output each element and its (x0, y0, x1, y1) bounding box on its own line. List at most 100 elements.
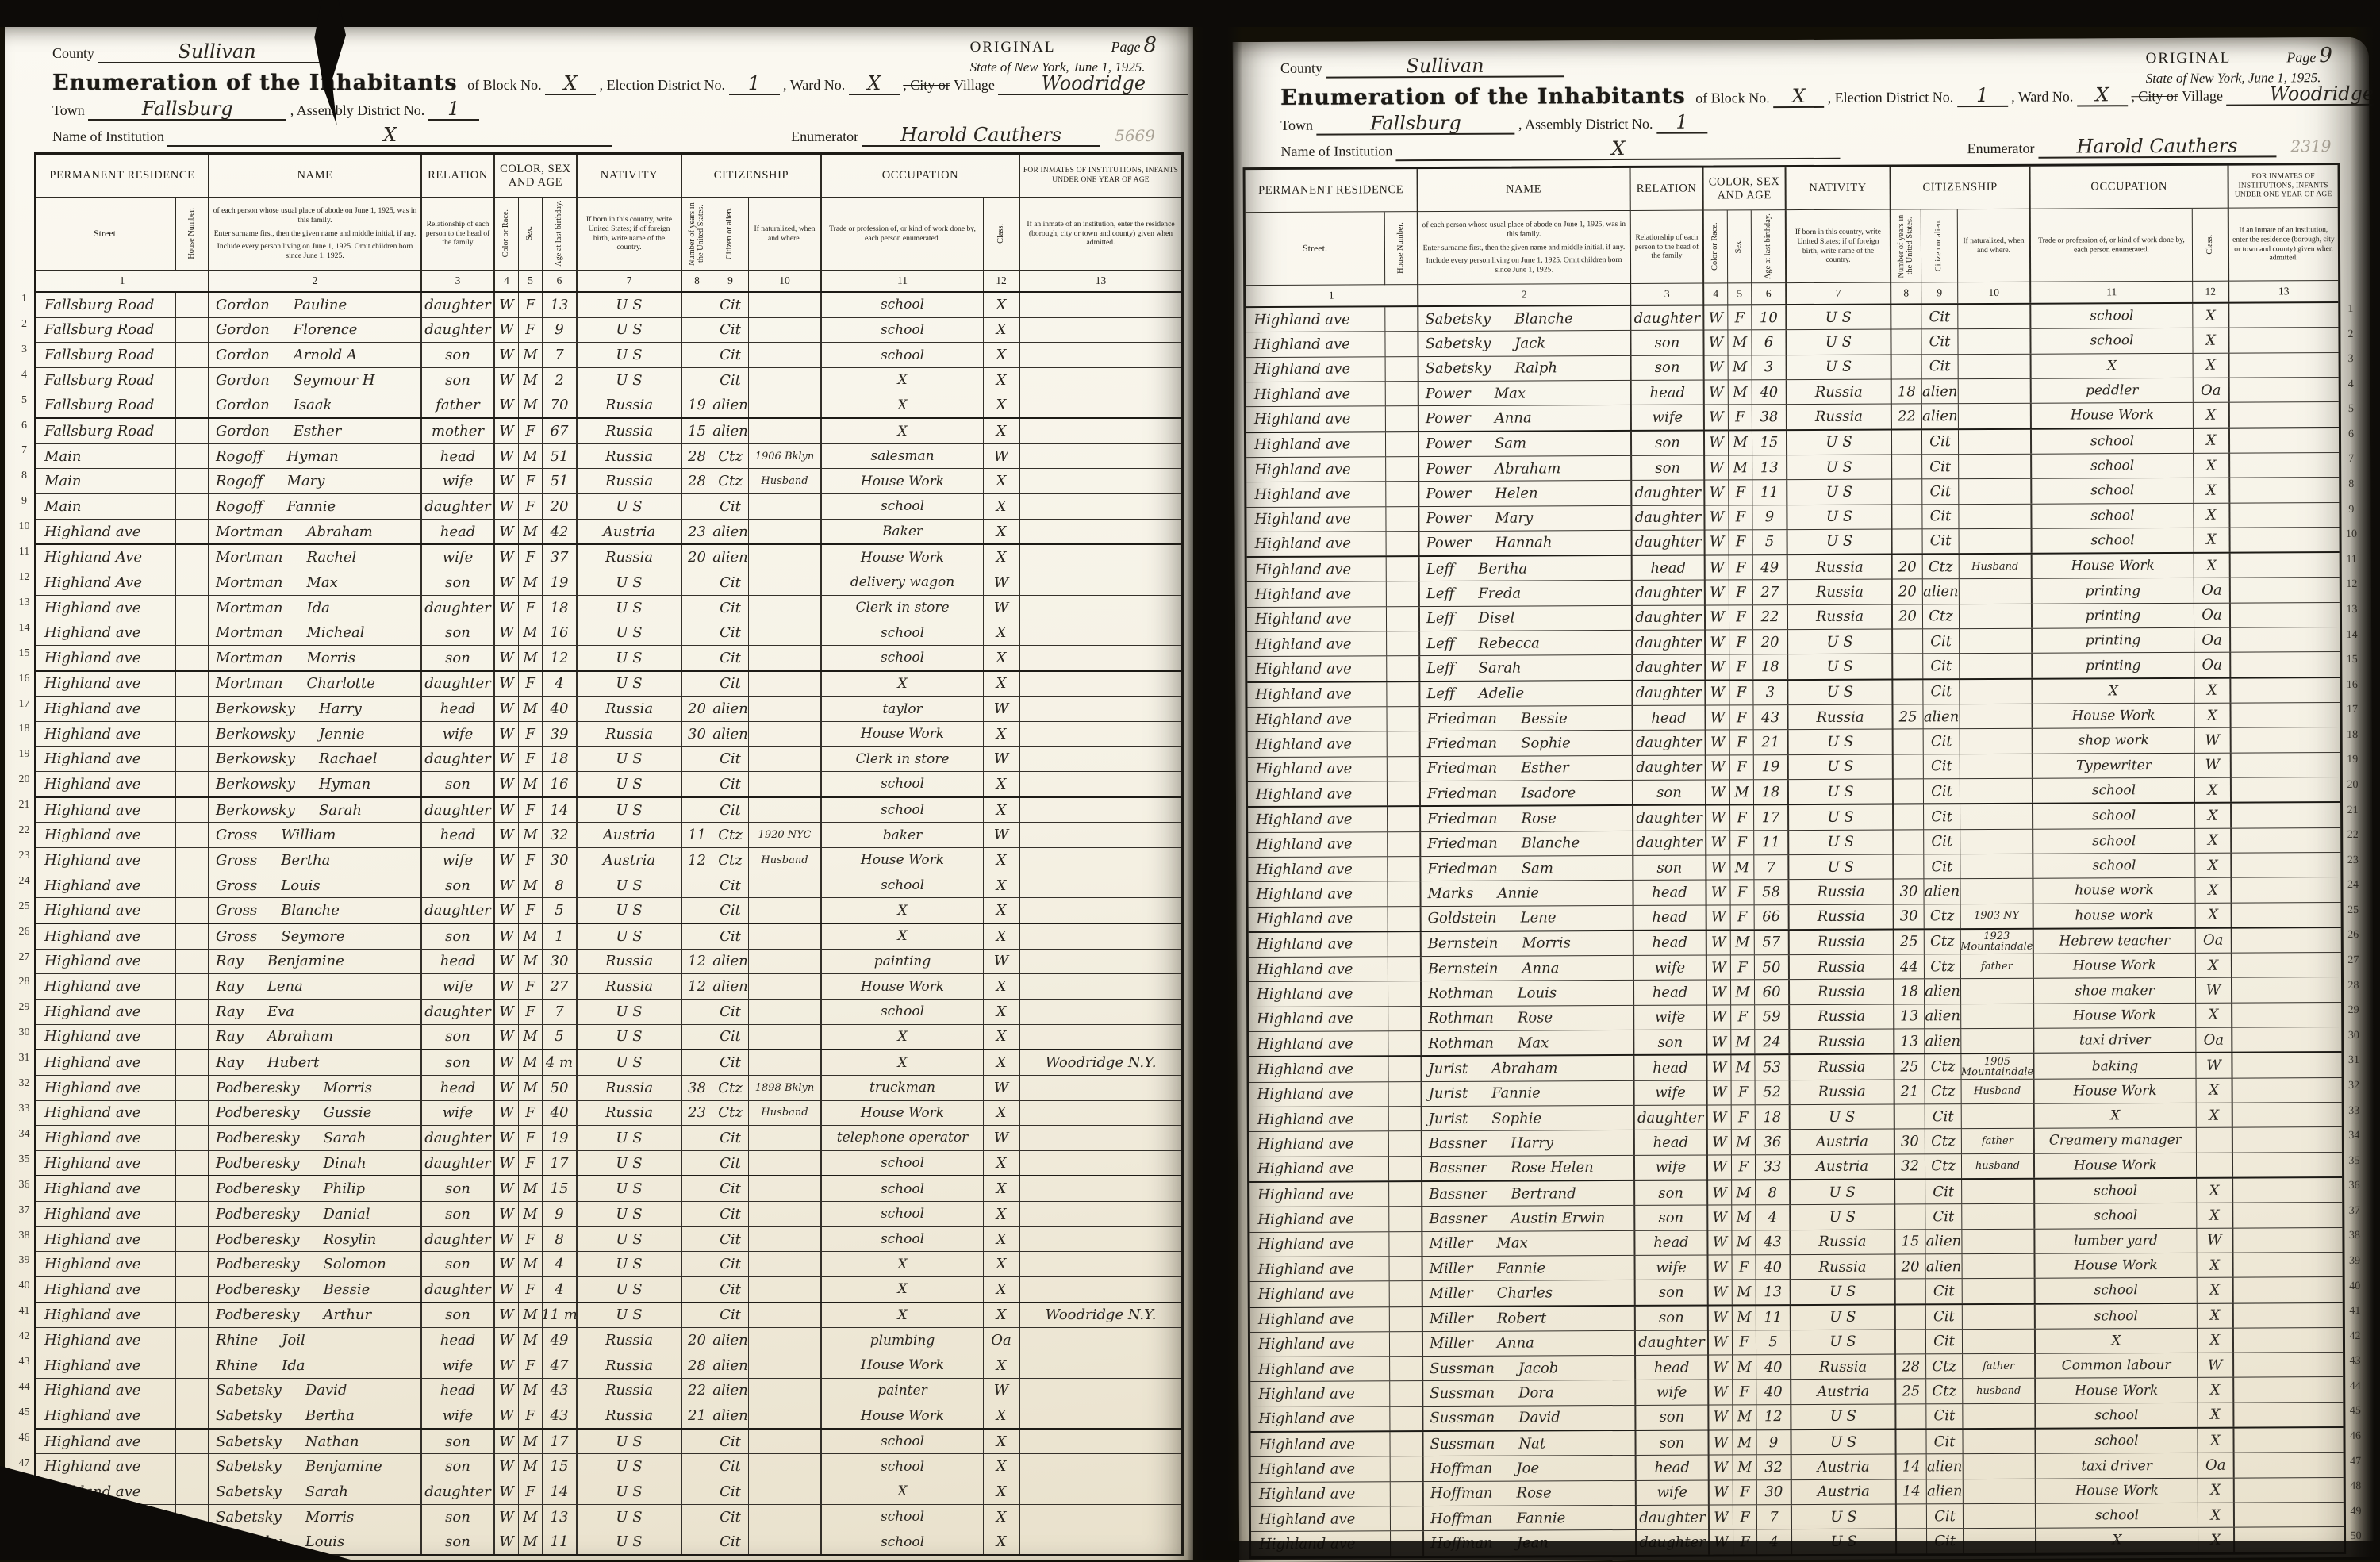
cell-relation: son (422, 772, 495, 796)
person-surname: Mortman (216, 599, 283, 616)
election-label: , Election District No. (599, 77, 726, 93)
person-surname: Sussman (1430, 1384, 1495, 1403)
cell-street: Highland ave (36, 898, 176, 923)
cell-naturalized (1959, 579, 2033, 604)
cell-age: 7 (543, 343, 578, 367)
cell-naturalized (749, 393, 822, 418)
cell-citizen: Cit (1924, 804, 1961, 829)
person-surname: Bassner (1429, 1210, 1488, 1227)
cell-relation: son (1631, 330, 1705, 355)
col-sub-nativity: If born in this country, write United St… (578, 198, 682, 271)
cell-age: 40 (1756, 1254, 1791, 1280)
cell-name: Mortman Morris (209, 645, 422, 670)
village-label: Village (2182, 87, 2224, 104)
cell-age: 19 (543, 1126, 578, 1150)
cell-color: W (495, 293, 519, 317)
cell-sex: M (519, 367, 543, 393)
cell-occupation: House Work (2033, 953, 2196, 979)
cell-street: Highland ave (1249, 1107, 1389, 1132)
cell-inmates (1020, 722, 1181, 746)
pencil-code: 2319 (2290, 136, 2332, 156)
cell-color: W (1706, 830, 1731, 855)
cell-relation: daughter (1634, 1105, 1708, 1130)
cell-color: W (495, 1024, 519, 1050)
cell-house-number (176, 772, 209, 796)
cell-age: 43 (543, 1378, 578, 1403)
cell-color: W (1706, 931, 1731, 955)
person-given-name: Annie (1497, 885, 1540, 902)
cell-occupation: school (822, 343, 984, 367)
cell-naturalized: husband (1963, 1379, 2036, 1403)
cell-name: Sussman Jacob (1423, 1356, 1637, 1381)
cell-relation: daughter (1633, 730, 1706, 755)
cell-class: X (984, 1176, 1020, 1202)
person-given-name: Max (1496, 1234, 1528, 1252)
cell-house-number (1389, 1281, 1423, 1306)
cell-relation: wife (422, 1100, 495, 1126)
cell-house-number (1389, 1256, 1423, 1281)
cell-relation: son (1631, 431, 1706, 455)
cell-street: Highland ave (1249, 1156, 1390, 1181)
person-surname: Sabetsky (216, 1433, 282, 1450)
cell-name: Rhine Ida (209, 1353, 422, 1378)
cell-color: W (1706, 730, 1730, 755)
cell-naturalized (1960, 754, 2033, 779)
cell-name: Bassner Austin Erwin (1422, 1206, 1636, 1231)
cell-years-in-us: 15 (1895, 1229, 1926, 1254)
cell-house-number (1386, 506, 1420, 532)
cell-color: W (495, 1100, 519, 1126)
cell-naturalized: 1923 Mountaindale (1960, 929, 2034, 954)
col-group-nativity: NATIVITY (578, 155, 682, 198)
person-given-name: Rachael (318, 750, 378, 768)
person-surname: Gross (216, 902, 258, 919)
cell-inmates (1020, 1403, 1181, 1428)
cell-inmates (2232, 1027, 2341, 1052)
person-given-name: Rosylin (323, 1230, 377, 1248)
cell-house-number (176, 873, 209, 898)
cell-name: Hoffman Fannie (1423, 1505, 1637, 1531)
cell-name: Mortman Ida (209, 595, 422, 620)
col-group-name: NAME (1418, 167, 1631, 213)
cell-street: Highland ave (1250, 1281, 1390, 1307)
cell-street: Highland ave (1247, 656, 1388, 681)
cell-occupation: school (2035, 1278, 2198, 1303)
cell-relation: head (1633, 931, 1707, 956)
cell-sex: M (519, 697, 543, 721)
cell-color: W (1705, 480, 1729, 505)
person-given-name: Fannie (1491, 1084, 1541, 1103)
census-table-left: PERMANENT RESIDENCE NAME RELATION COLOR,… (34, 152, 1184, 1556)
cell-citizen: Cit (712, 1050, 749, 1075)
cell-occupation: shoe maker (2033, 978, 2197, 1004)
cell-class: X (984, 317, 1020, 343)
cell-name: Goldstein Lene (1421, 905, 1634, 931)
cell-age: 9 (1756, 1430, 1792, 1455)
cell-inmates (1020, 596, 1181, 620)
person-given-name: Sam (1494, 435, 1527, 452)
cell-street: Highland ave (1247, 681, 1388, 708)
cell-naturalized (1958, 354, 2032, 379)
col-number-6: 6 (1752, 283, 1787, 305)
cell-occupation: Common labour (2036, 1353, 2198, 1379)
cell-age: 8 (543, 1226, 578, 1252)
cell-house-number (176, 848, 209, 873)
cell-sex: F (1728, 405, 1752, 429)
cell-house-number (176, 1126, 209, 1150)
cell-street: Highland ave (1246, 356, 1386, 382)
cell-inmates (1020, 545, 1181, 570)
cell-years-in-us (1891, 354, 1922, 379)
cell-citizen: Ctz (1922, 555, 1960, 579)
cell-occupation: telephone operator (822, 1126, 984, 1150)
col-number-8: 8 (1891, 282, 1922, 304)
cell-name: Gross Seymore (209, 924, 422, 949)
cell-street: Highland ave (36, 1252, 176, 1276)
cell-citizen: Cit (712, 1479, 749, 1504)
cell-relation: daughter (1633, 630, 1706, 655)
cell-occupation: school (2036, 1403, 2198, 1428)
col-group-citizenship: CITIZENSHIP (682, 155, 822, 198)
cell-nativity: Russia (1787, 379, 1892, 405)
row-number: 33 (18, 1103, 30, 1115)
cell-occupation: printing (2032, 578, 2194, 604)
cell-citizen: Cit (712, 898, 749, 923)
person-given-name: Dinah (323, 1154, 367, 1172)
cell-house-number (176, 317, 209, 343)
